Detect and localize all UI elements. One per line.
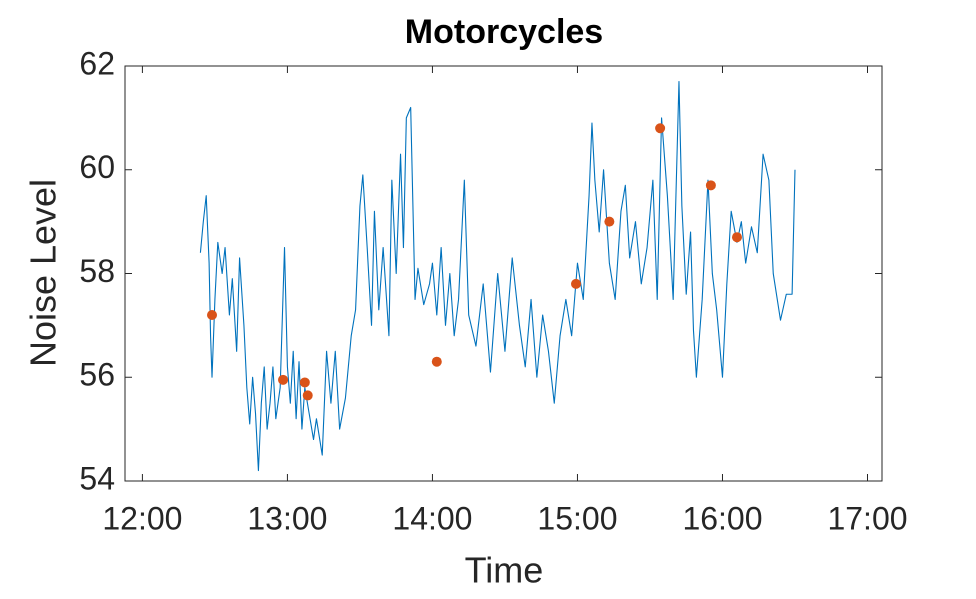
data-point bbox=[604, 216, 615, 227]
data-point bbox=[431, 356, 442, 367]
data-point bbox=[571, 278, 582, 289]
data-point bbox=[655, 123, 666, 134]
x-tick-label: 15:00 bbox=[537, 500, 617, 536]
data-point bbox=[299, 377, 310, 388]
y-tick-label: 56 bbox=[79, 357, 115, 393]
x-tick-label: 12:00 bbox=[102, 500, 182, 536]
y-axis-label: Noise Level bbox=[23, 179, 64, 367]
data-point bbox=[207, 310, 218, 320]
y-tick-label: 60 bbox=[79, 149, 115, 185]
x-tick-label: 17:00 bbox=[827, 500, 907, 536]
x-tick-label: 16:00 bbox=[682, 500, 762, 536]
y-tick-label: 54 bbox=[79, 460, 115, 496]
x-tick-label: 13:00 bbox=[247, 500, 327, 536]
y-tick-label: 58 bbox=[79, 253, 115, 289]
chart-title: Motorcycles bbox=[405, 13, 603, 51]
x-axis-label: Time bbox=[465, 550, 544, 591]
data-point bbox=[731, 232, 742, 243]
y-tick-label: 62 bbox=[79, 45, 115, 81]
plot-frame bbox=[124, 65, 883, 482]
data-line bbox=[199, 81, 796, 472]
data-point bbox=[278, 374, 289, 385]
x-tick-label: 14:00 bbox=[392, 500, 472, 536]
data-point bbox=[705, 180, 716, 191]
data-point bbox=[302, 390, 313, 401]
